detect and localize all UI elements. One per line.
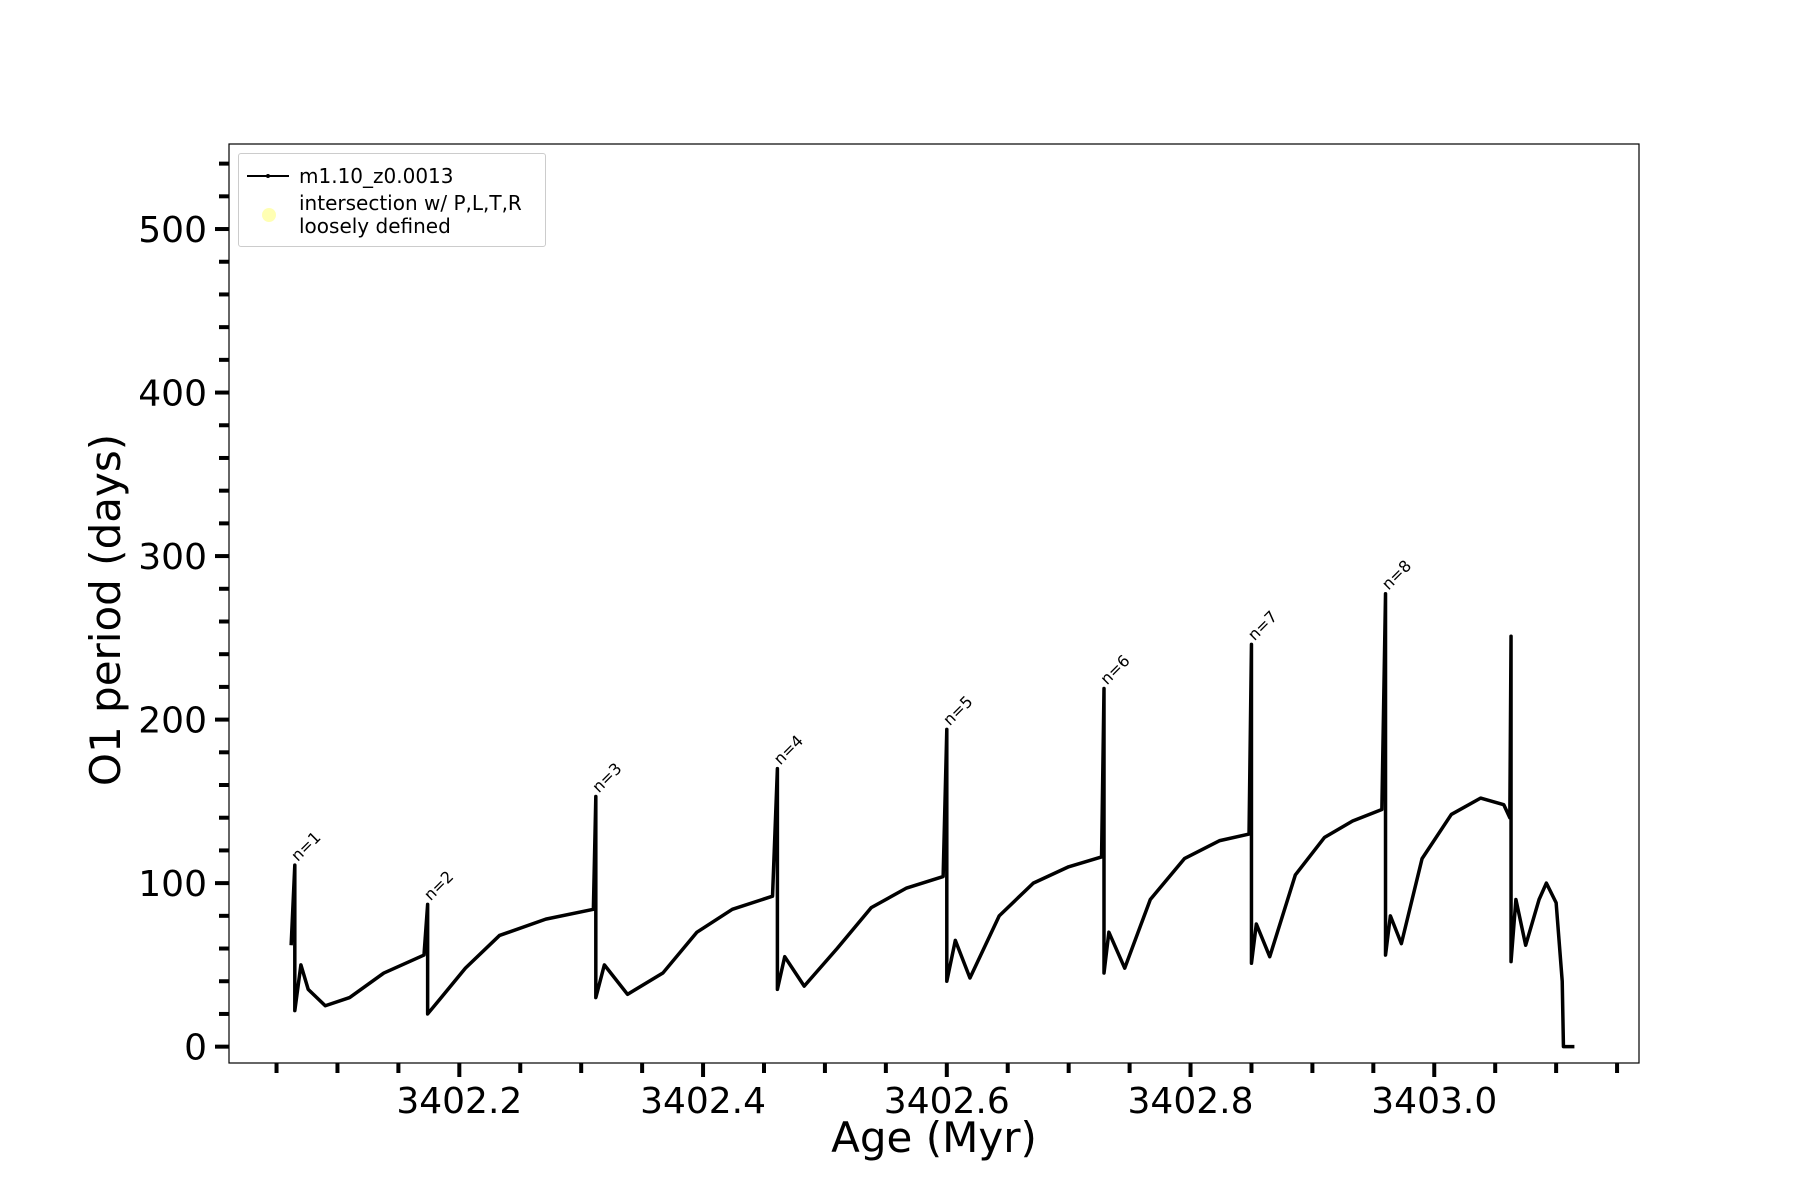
y-tick-label: 0 xyxy=(184,1028,207,1069)
y-tick-label: 500 xyxy=(138,210,207,251)
legend-entry: m1.10_z0.0013 xyxy=(239,162,545,190)
annotation: n=1 xyxy=(287,828,324,865)
legend-key xyxy=(247,174,289,178)
x-tick-label: 3402.8 xyxy=(1128,1081,1254,1122)
legend-marker xyxy=(262,208,276,222)
x-tick-label: 3402.2 xyxy=(396,1081,522,1122)
annotation: n=5 xyxy=(939,692,976,729)
annotation: n=7 xyxy=(1244,607,1281,644)
legend-key xyxy=(262,208,276,222)
x-tick-label: 3402.6 xyxy=(884,1081,1010,1122)
legend-label: intersection w/ P,L,T,R loosely defined xyxy=(299,191,522,238)
y-tick-label: 200 xyxy=(138,701,207,742)
plot-frame xyxy=(228,143,1640,1064)
annotation: n=2 xyxy=(420,867,457,904)
legend: m1.10_z0.0013 intersection w/ P,L,T,R loo… xyxy=(238,153,546,247)
y-tick-label: 400 xyxy=(138,374,207,415)
annotation: n=8 xyxy=(1378,556,1415,593)
annotation: n=6 xyxy=(1096,651,1133,688)
legend-label: m1.10_z0.0013 xyxy=(299,163,454,188)
x-axis-label: Age (Myr) xyxy=(831,1113,1037,1162)
y-axis-label: O1 period (days) xyxy=(81,434,130,786)
y-tick-label: 300 xyxy=(138,537,207,578)
y-tick-label: 100 xyxy=(138,864,207,905)
annotation: n=3 xyxy=(588,759,625,796)
series-line xyxy=(289,591,1575,1049)
x-tick-label: 3402.4 xyxy=(640,1081,766,1122)
annotation: n=4 xyxy=(770,731,807,768)
x-tick-label: 3403.0 xyxy=(1371,1081,1497,1122)
legend-entry: intersection w/ P,L,T,R loosely defined xyxy=(239,192,545,238)
legend-marker xyxy=(266,174,270,178)
